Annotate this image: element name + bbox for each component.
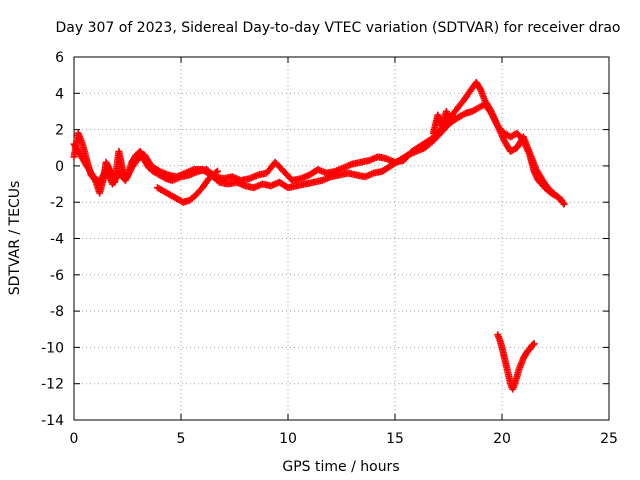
y-tick-label: 4	[55, 86, 64, 102]
data-point	[557, 195, 565, 203]
y-tick-label: -10	[41, 340, 64, 356]
y-tick-label: 6	[55, 50, 64, 66]
x-tick-label: 15	[386, 431, 404, 447]
data-point	[558, 196, 566, 204]
y-axis: -14 -12 -10 -8 -6 -4 -2 0 2 4 6	[41, 50, 609, 429]
data-point	[529, 341, 537, 349]
data-point	[560, 200, 568, 208]
y-tick-label: -2	[50, 195, 64, 211]
data-points	[70, 78, 568, 393]
x-tick-label: 20	[493, 431, 511, 447]
x-tick-label: 10	[279, 431, 297, 447]
y-tick-label: -14	[41, 413, 64, 429]
x-tick-label: 5	[177, 431, 186, 447]
series-track-d	[430, 107, 459, 137]
data-point	[212, 169, 220, 177]
series-track-b	[70, 100, 566, 204]
data-point	[530, 340, 538, 348]
data-point	[213, 167, 221, 175]
y-tick-label: -6	[50, 268, 64, 284]
x-tick-label: 0	[70, 431, 79, 447]
y-tick-label: -8	[50, 304, 64, 320]
x-axis: 0 5 10 15 20 25	[70, 57, 618, 447]
series-track-a	[70, 78, 568, 208]
data-point	[449, 116, 457, 124]
chart-grid	[74, 57, 609, 420]
y-tick-label: 0	[55, 159, 64, 175]
x-axis-label: GPS time / hours	[282, 459, 399, 475]
y-tick-label: -4	[50, 232, 64, 248]
series-track-e	[494, 331, 538, 393]
y-tick-label: -12	[41, 377, 64, 393]
y-axis-label: SDTVAR / TECUs	[7, 181, 23, 296]
y-tick-label: 2	[55, 123, 64, 139]
data-point	[451, 115, 459, 123]
x-tick-label: 25	[600, 431, 618, 447]
series-track-c	[153, 167, 221, 206]
chart-title: Day 307 of 2023, Sidereal Day-to-day VTE…	[55, 20, 620, 36]
